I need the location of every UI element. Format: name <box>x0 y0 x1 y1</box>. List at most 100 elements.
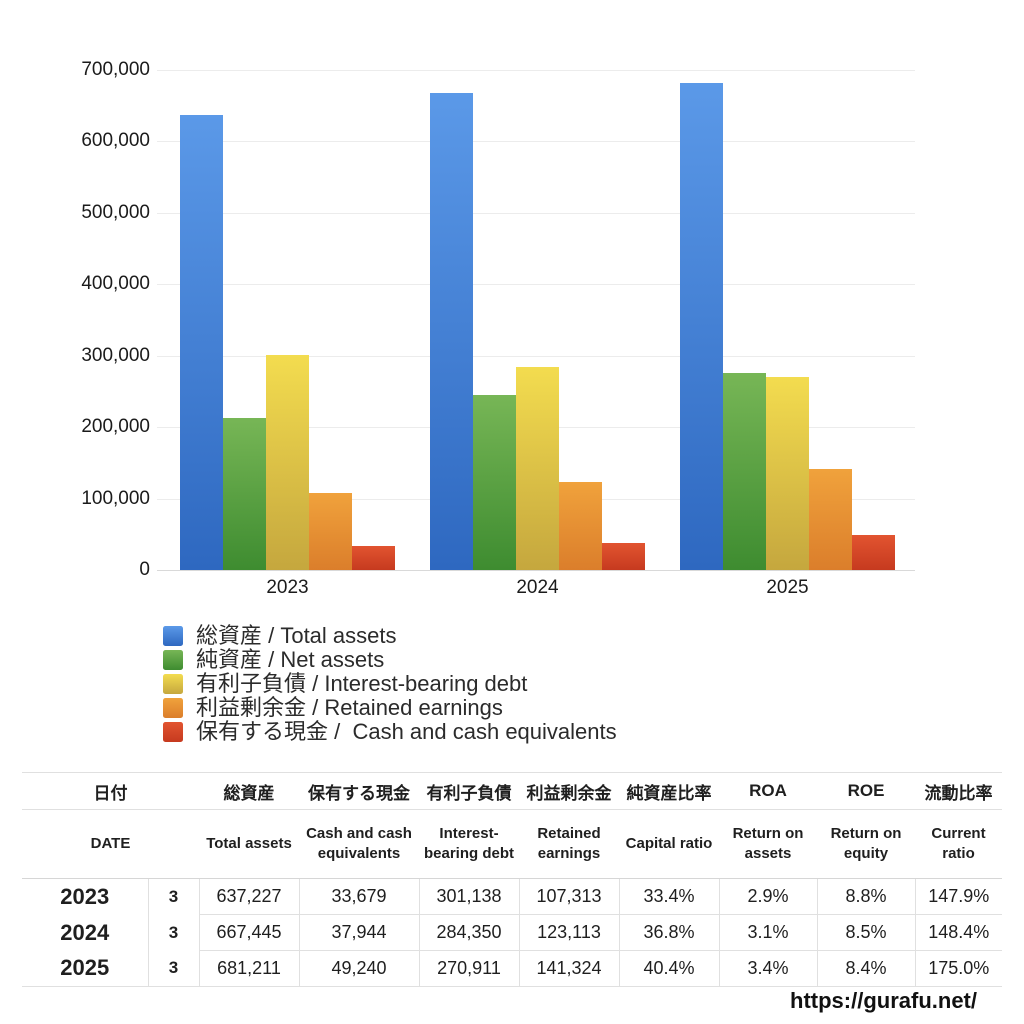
x-axis-label-2025: 2025 <box>766 577 809 598</box>
y-axis-tick-label: 500,000 <box>81 202 150 223</box>
month-cell: 3 <box>147 878 199 915</box>
roa-cell: 3.1% <box>718 914 817 951</box>
bar-total-assets-2023 <box>180 114 223 570</box>
bar-net-assets-2024 <box>473 394 516 570</box>
interest-bearing-debt-cell: 270,911 <box>418 950 519 987</box>
year-cell: 2025 <box>22 950 148 987</box>
header-en-capital-ratio: Capital ratio <box>619 809 719 879</box>
y-axis-tick-label: 100,000 <box>81 488 150 509</box>
legend-label-net-assets: 純資産 / Net assets <box>196 647 385 672</box>
capital-ratio-cell: 33.4% <box>618 878 719 915</box>
interest-bearing-debt-cell: 284,350 <box>418 914 519 951</box>
site-url: https://gurafu.net/ <box>790 988 977 1013</box>
cash-swatch-icon <box>163 722 183 742</box>
year-cell: 2023 <box>60 883 110 909</box>
header-ja-capital-ratio: 純資産比率 <box>619 772 719 810</box>
header-en-cash: Cash and cash equivalents <box>299 809 419 879</box>
header-ja-interest-bearing-debt: 有利子負債 <box>419 772 519 810</box>
bar-interest-bearing-debt-2023 <box>266 354 309 570</box>
gridline <box>157 356 915 357</box>
header-en-interest-bearing-debt: Interest-bearing debt <box>419 809 519 879</box>
bar-cash-2024 <box>602 542 645 570</box>
gridline <box>157 213 915 214</box>
y-axis-tick-label: 400,000 <box>81 273 150 294</box>
header-en-roa: Return on assets <box>719 809 817 879</box>
legend-item-cash: 保有する現金 / Cash and cash equivalents <box>163 720 617 744</box>
retained-earnings-cell: 107,313 <box>518 878 619 915</box>
legend-item-total-assets: 総資産 / Total assets <box>163 624 617 648</box>
interest-bearing-debt-cell: 301,138 <box>418 878 519 915</box>
table-header-row-ja: 日付 総資産 保有する現金 有利子負債 利益剰余金 純資産比率 ROA ROE 流動比率 <box>22 772 1002 810</box>
bar-retained-earnings-2024 <box>559 482 602 570</box>
total-assets-swatch-icon <box>163 626 183 646</box>
table-row-2024: 2024 3 667,445 37,944 284,350 123,113 36.8% 3.1… <box>22 914 1002 951</box>
current-ratio-cell: 148.4% <box>914 914 1002 951</box>
legend-label-total-assets: 総資産 / Total assets <box>196 623 397 648</box>
table-header-row-en: DATE Total assets Cash and cash equivalent… <box>22 809 1002 879</box>
gridline <box>157 141 915 142</box>
total-assets-cell: 637,227 <box>198 878 299 915</box>
legend-item-retained-earnings: 利益剰余金 / Retained earnings <box>163 696 617 720</box>
header-ja-current-ratio: 流動比率 <box>915 772 1002 810</box>
bar-retained-earnings-2023 <box>309 493 352 570</box>
year-cell: 2024 <box>60 919 110 945</box>
chart-legend: 総資産 / Total assets 純資産 / Net assets 有利子負債 … <box>163 624 617 744</box>
header-en-roe: Return on equity <box>817 809 915 879</box>
roe-cell: 8.8% <box>816 878 915 915</box>
net-assets-swatch-icon <box>163 650 183 670</box>
table-row-2023: 2023 3 637,227 33,679 301,138 107,313 33.4% 2.9… <box>22 878 1002 915</box>
capital-ratio-cell: 40.4% <box>618 950 719 987</box>
legend-label-cash: 保有する現金 / Cash and cash equivalents <box>196 719 617 744</box>
header-ja-retained-earnings: 利益剰余金 <box>519 772 619 810</box>
bar-net-assets-2025 <box>723 373 766 570</box>
y-axis-tick-label: 0 <box>139 559 150 580</box>
header-ja-roe: ROE <box>817 772 915 810</box>
current-ratio-cell: 175.0% <box>914 950 1002 987</box>
y-axis-tick-label: 700,000 <box>81 59 150 80</box>
month-cell: 3 <box>147 950 199 987</box>
header-en-retained-earnings: Retained earnings <box>519 809 619 879</box>
bar-total-assets-2025 <box>680 83 723 570</box>
bar-chart: 0 100,000 200,000 300,000 400,000 500,000 600,… <box>81 59 915 598</box>
interest-bearing-debt-swatch-icon <box>163 674 183 694</box>
bar-cash-2025 <box>852 534 895 570</box>
roe-cell: 8.5% <box>816 914 915 951</box>
gridline <box>157 284 915 285</box>
bar-interest-bearing-debt-2025 <box>766 376 809 570</box>
header-ja-cash: 保有する現金 <box>299 772 419 810</box>
month-cell: 3 <box>147 914 199 951</box>
y-axis-tick-label: 300,000 <box>81 345 150 366</box>
total-assets-cell: 681,211 <box>198 950 299 987</box>
roa-cell: 3.4% <box>718 950 817 987</box>
legend-item-net-assets: 純資産 / Net assets <box>163 648 617 672</box>
header-en-current-ratio: Current ratio <box>915 809 1002 879</box>
x-axis-label-2024: 2024 <box>516 577 559 598</box>
current-ratio-cell: 147.9% <box>914 878 1002 915</box>
bar-cash-2023 <box>352 545 395 570</box>
bar-net-assets-2023 <box>223 418 266 570</box>
header-en-date: DATE <box>22 809 199 879</box>
legend-item-interest-bearing-debt: 有利子負債 / Interest-bearing debt <box>163 672 617 696</box>
legend-label-retained-earnings: 利益剰余金 / Retained earnings <box>196 695 503 720</box>
header-ja-date: 日付 <box>22 772 199 810</box>
roe-cell: 8.4% <box>816 950 915 987</box>
retained-earnings-swatch-icon <box>163 698 183 718</box>
retained-earnings-cell: 141,324 <box>518 950 619 987</box>
gridline <box>157 70 915 71</box>
bar-total-assets-2024 <box>430 93 473 570</box>
header-en-total-assets: Total assets <box>199 809 299 879</box>
bar-retained-earnings-2025 <box>809 469 852 570</box>
bar-interest-bearing-debt-2024 <box>516 366 559 570</box>
cash-cell: 49,240 <box>298 950 419 987</box>
legend-label-interest-bearing-debt: 有利子負債 / Interest-bearing debt <box>196 671 528 696</box>
capital-ratio-cell: 36.8% <box>618 914 719 951</box>
gridline <box>157 570 915 571</box>
y-axis-tick-label: 600,000 <box>81 130 150 151</box>
x-axis-label-2023: 2023 <box>266 577 309 598</box>
cash-cell: 37,944 <box>298 914 419 951</box>
y-axis-tick-label: 200,000 <box>81 416 150 437</box>
roa-cell: 2.9% <box>718 878 817 915</box>
header-ja-roa: ROA <box>719 772 817 810</box>
cash-cell: 33,679 <box>298 878 419 915</box>
header-ja-total-assets: 総資産 <box>199 772 299 810</box>
